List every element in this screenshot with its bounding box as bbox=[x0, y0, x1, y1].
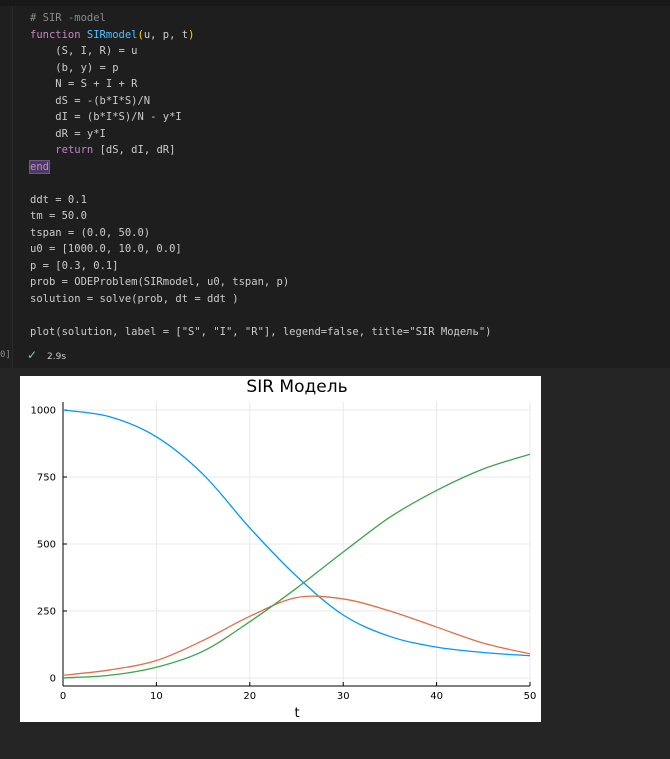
code-line-u0: u0 = [1000.0, 10.0, 0.0] bbox=[30, 243, 182, 255]
plot-output: 0 10 20 30 40 50 0 250 500 750 1000 SIR Модель t bbox=[20, 376, 541, 722]
code-line-unpack-u: (S, I, R) = u bbox=[55, 45, 138, 57]
code-line-tspan: tspan = (0.0, 50.0) bbox=[30, 226, 151, 239]
series-line-2 bbox=[62, 595, 531, 676]
series-lines bbox=[62, 409, 531, 679]
series-line-1 bbox=[62, 409, 531, 657]
code-comment: # SIR -model bbox=[30, 12, 106, 24]
y-tick-label: 750 bbox=[37, 473, 56, 484]
x-tick-label: 20 bbox=[243, 691, 256, 702]
code-cell[interactable] bbox=[12, 6, 670, 368]
execution-time: 2.9s bbox=[47, 352, 67, 362]
function-name: SIRmodel bbox=[86, 28, 138, 41]
y-tick-label: 0 bbox=[50, 673, 56, 684]
y-tick-label: 1000 bbox=[31, 406, 56, 417]
function-args: u, p, t bbox=[143, 28, 189, 41]
code-editor[interactable]: # SIR -model function SIRmodel(u, p, t) … bbox=[29, 12, 492, 338]
keyword-function: function bbox=[30, 28, 81, 41]
chart-title: SIR Модель bbox=[246, 377, 347, 397]
code-line-di: dI = (b*I*S)/N - y*I bbox=[55, 111, 182, 123]
code-line-plot: plot(solution, label = ["S", "I", "R"], … bbox=[30, 325, 492, 338]
code-line-ddt: ddt = 0.1 bbox=[30, 193, 87, 206]
code-line-solution: solution = solve(prob, dt = ddt ) bbox=[30, 292, 239, 305]
x-tick-label: 10 bbox=[150, 691, 163, 702]
series-line-3 bbox=[62, 453, 531, 679]
check-icon: ✓ bbox=[27, 348, 38, 362]
x-tick-label: 30 bbox=[337, 691, 350, 702]
keyword-return: return bbox=[55, 144, 94, 156]
x-tick-label: 50 bbox=[524, 691, 537, 702]
x-tick-label: 40 bbox=[430, 691, 443, 702]
code-line-dr: dR = y*I bbox=[55, 127, 106, 140]
code-line-prob: prob = ODEProblem(SIRmodel, u0, tspan, p… bbox=[30, 276, 290, 288]
y-tick-label: 500 bbox=[37, 540, 56, 551]
code-line-ds: dS = -(b*I*S)/N bbox=[55, 94, 151, 107]
grid bbox=[62, 402, 531, 686]
x-axis-label: t bbox=[294, 706, 299, 721]
top-strip bbox=[0, 0, 670, 6]
code-line-tm: tm = 50.0 bbox=[30, 210, 87, 222]
y-tick-label: 250 bbox=[37, 606, 56, 617]
code-line-unpack-p: (b, y) = p bbox=[55, 61, 119, 74]
x-tick-label: 0 bbox=[60, 691, 66, 702]
keyword-end: end bbox=[29, 159, 50, 174]
cell-gutter bbox=[0, 6, 12, 368]
code-line-n: N = S + I + R bbox=[55, 78, 138, 90]
return-values: [dS, dI, dR] bbox=[99, 144, 176, 156]
code-line-p: p = [0.3, 0.1] bbox=[30, 259, 119, 272]
execution-count: 0] bbox=[0, 350, 11, 360]
